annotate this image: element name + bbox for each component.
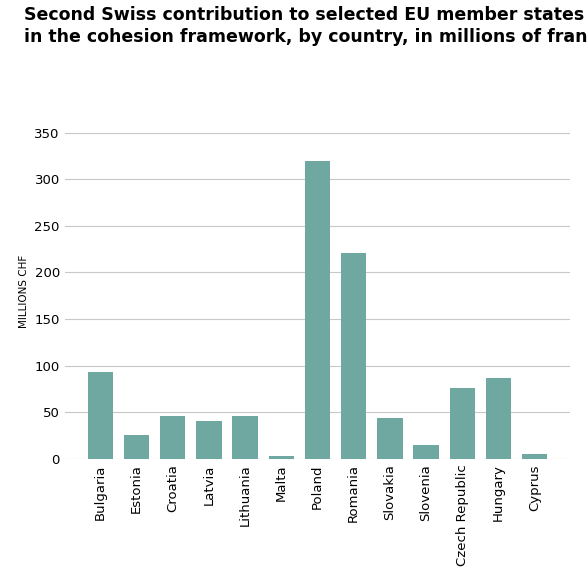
Bar [196,422,222,459]
Bar [450,388,475,459]
Bar [305,161,330,459]
Bar [88,372,113,459]
Bar [232,416,258,459]
Y-axis label: MILLIONS CHF: MILLIONS CHF [19,255,29,328]
Bar [124,435,149,459]
Bar [341,253,366,459]
Bar [377,417,403,459]
Bar [522,454,547,459]
Bar [160,416,185,459]
Text: Second Swiss contribution to selected EU member states
in the cohesion framework: Second Swiss contribution to selected EU… [24,6,588,46]
Bar [269,456,294,459]
Bar [486,377,511,459]
Bar [413,445,439,459]
